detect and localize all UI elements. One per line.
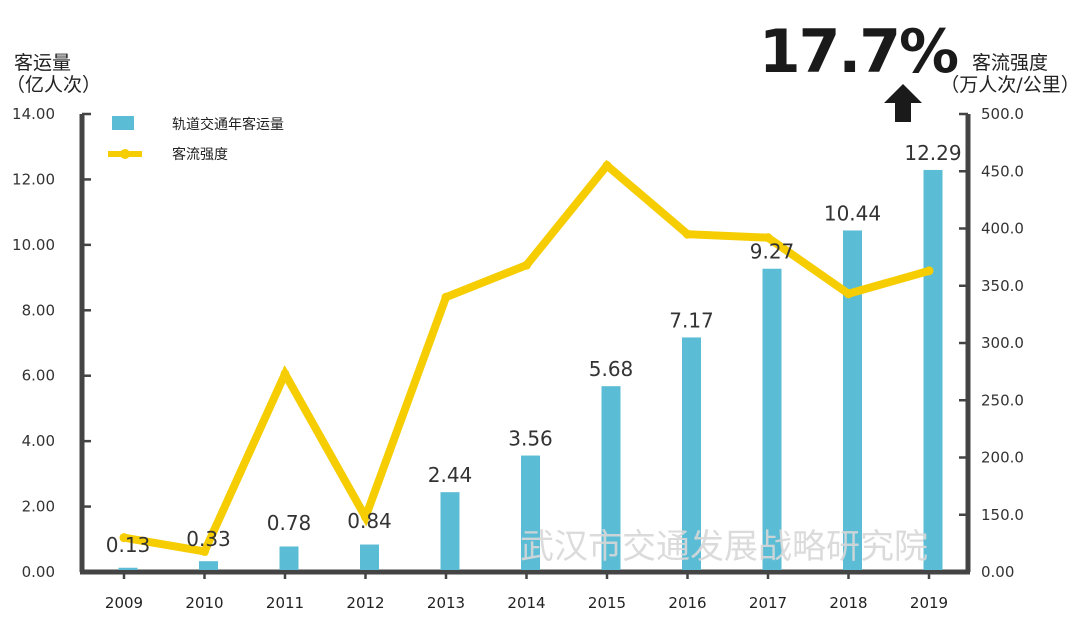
x-tick-label: 2019 [910,594,948,612]
watermark-text: 武汉市交通发展战略研究院 [520,527,928,567]
left-tick-label: 14.00 [12,105,55,123]
up-arrow-icon [884,84,922,122]
right-tick-label: 200.0 [981,449,1024,467]
left-axis-title-line2: （亿人次） [6,74,102,96]
right-tick-label: 250.0 [981,391,1024,409]
left-tick-label: 12.00 [12,170,55,188]
left-tick-label: 4.00 [22,432,55,450]
bar-data-label: 10.44 [824,201,881,225]
bar [843,230,862,570]
bar-data-label: 12.29 [904,141,961,165]
legend-swatch-bars [112,116,134,130]
right-tick-label: 0.00 [981,563,1014,581]
bar-data-label: 9.27 [750,240,795,264]
intensity-point [683,229,692,239]
bar-data-label: 0.84 [347,509,392,533]
bar-data-label: 0.78 [267,511,312,535]
intensity-point [119,533,129,543]
bar [360,544,379,570]
right-tick-label: 300.0 [981,334,1024,352]
bar-data-label: 7.17 [669,308,714,332]
intensity-point [200,546,209,556]
bar [521,455,540,570]
x-tick-label: 2012 [346,594,384,612]
right-tick-label: 150.0 [981,506,1024,524]
bar-data-label: 0.13 [106,533,151,557]
x-tick-label: 2010 [185,594,223,612]
x-tick-label: 2009 [105,594,143,612]
bar [682,337,701,570]
left-tick-label: 0.00 [22,563,55,581]
x-tick-label: 2015 [588,594,626,612]
intensity-point [441,292,451,302]
intensity-point [522,260,531,270]
legend-label-bars: 轨道交通年客运量 [172,116,284,133]
intensity-point [924,266,934,276]
right-tick-label: 500.0 [981,105,1024,123]
bar [199,561,218,570]
x-tick-label: 2013 [427,594,465,612]
growth-annotation: 17.7% [759,17,958,87]
x-tick-label: 2016 [668,594,706,612]
right-axis-title-line2: （万人次/公里） [940,74,1080,96]
left-tick-label: 10.00 [12,236,55,254]
left-axis-title: 客运量 （亿人次） [6,52,101,96]
intensity-point [602,161,612,171]
x-tick-label: 2014 [507,594,545,612]
intensity-point [763,233,773,243]
right-tick-label: 450.0 [981,162,1024,180]
right-axis-title-line1: 客流强度 [971,52,1048,74]
bar [923,169,943,571]
left-tick-label: 2.00 [22,498,55,516]
legend-label-line: 客流强度 [172,146,228,163]
x-tick-label: 2018 [829,594,867,612]
x-tick-label: 2011 [266,594,304,612]
intensity-point [280,369,290,379]
right-tick-label: 350.0 [981,277,1024,295]
bar [440,492,460,570]
intensity-point [361,512,370,522]
bar-data-label: 5.68 [589,357,634,381]
bar-data-label: 0.33 [186,527,231,551]
right-tick-label: 400.0 [981,220,1024,238]
bar [279,546,299,570]
left-tick-label: 6.00 [22,367,55,385]
left-axis-title-line1: 客运量 [14,52,72,74]
intensity-point [844,289,853,299]
bar [762,268,782,570]
bar-data-label: 3.56 [508,427,553,451]
right-axis-title: 客流强度 （万人次/公里） [940,52,1080,96]
x-tick-label: 2017 [749,594,787,612]
bar [601,386,621,570]
left-tick-label: 8.00 [22,301,55,319]
legend-swatch-point [120,149,130,159]
bar-data-label: 2.44 [428,463,473,487]
bar [118,567,138,570]
